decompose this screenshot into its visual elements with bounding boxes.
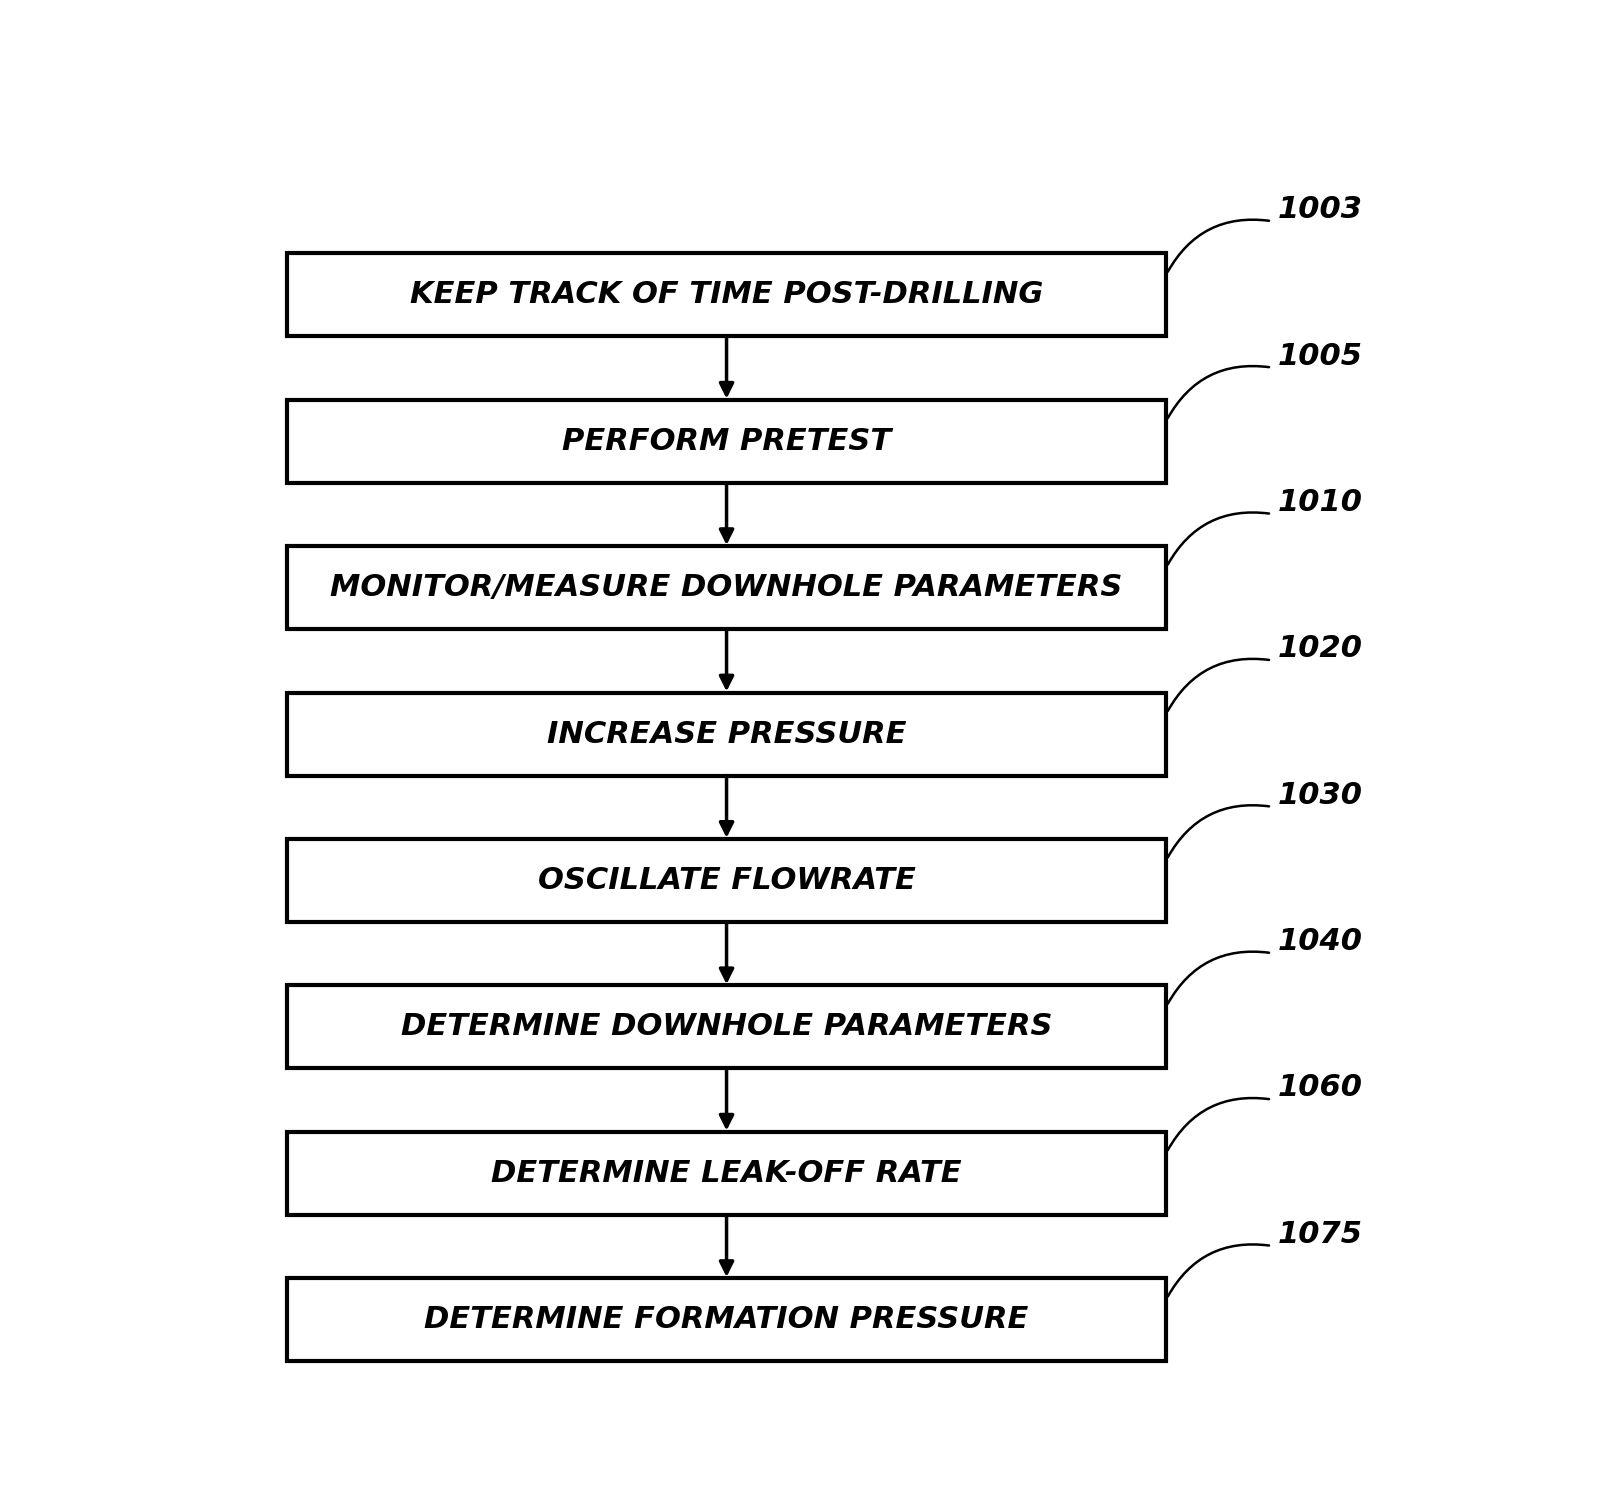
FancyBboxPatch shape [286,1132,1167,1214]
Text: 1020: 1020 [1278,635,1362,663]
Text: 1005: 1005 [1278,341,1362,370]
FancyBboxPatch shape [286,400,1167,484]
FancyBboxPatch shape [286,1278,1167,1361]
Text: OSCILLATE FLOWRATE: OSCILLATE FLOWRATE [537,865,916,895]
Text: MONITOR/MEASURE DOWNHOLE PARAMETERS: MONITOR/MEASURE DOWNHOLE PARAMETERS [331,573,1122,602]
Text: 1040: 1040 [1278,927,1362,957]
Text: DETERMINE DOWNHOLE PARAMETERS: DETERMINE DOWNHOLE PARAMETERS [401,1012,1052,1042]
FancyBboxPatch shape [286,546,1167,629]
Text: 1030: 1030 [1278,780,1362,810]
Text: 1060: 1060 [1278,1073,1362,1102]
FancyBboxPatch shape [286,253,1167,337]
Text: 1010: 1010 [1278,488,1362,516]
Text: DETERMINE FORMATION PRESSURE: DETERMINE FORMATION PRESSURE [424,1305,1028,1334]
Text: KEEP TRACK OF TIME POST-DRILLING: KEEP TRACK OF TIME POST-DRILLING [409,280,1043,310]
Text: DETERMINE LEAK-OFF RATE: DETERMINE LEAK-OFF RATE [491,1159,963,1187]
Text: 1003: 1003 [1278,195,1362,225]
Text: INCREASE PRESSURE: INCREASE PRESSURE [547,720,907,748]
FancyBboxPatch shape [286,838,1167,922]
FancyBboxPatch shape [286,693,1167,775]
Text: PERFORM PRETEST: PERFORM PRETEST [561,427,891,455]
FancyBboxPatch shape [286,985,1167,1069]
Text: 1075: 1075 [1278,1220,1362,1248]
